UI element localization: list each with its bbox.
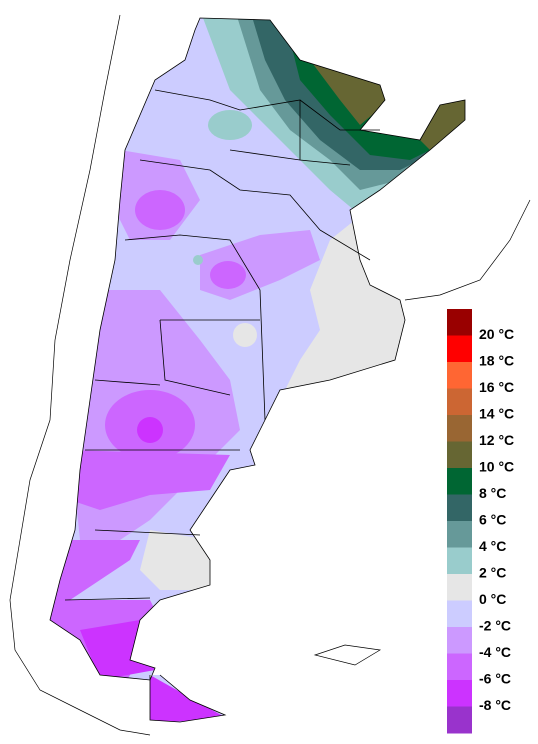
legend-label: 18 °C [479, 353, 514, 369]
legend-swatch [447, 335, 472, 363]
legend-swatch [447, 706, 472, 734]
legend-label: -2 °C [479, 618, 511, 634]
legend: 20 °C 18 °C 16 °C 14 °C 12 °C 10 °C 8 °C 6 °C 4 … [447, 309, 514, 734]
legend-swatch [447, 521, 472, 548]
coastline [9, 14, 531, 736]
borders [49, 17, 466, 723]
legend-swatch [447, 547, 472, 575]
legend-swatch [447, 494, 472, 522]
legend-swatch [447, 600, 472, 628]
legend-swatch [447, 362, 472, 389]
legend-swatch [447, 415, 472, 442]
legend-label: 4 °C [479, 538, 506, 554]
legend-swatch [447, 309, 472, 336]
legend-swatch [447, 653, 472, 681]
legend-swatch [447, 468, 472, 495]
legend-label: -8 °C [479, 697, 511, 713]
legend-label: 0 °C [479, 591, 506, 607]
legend-label: -4 °C [479, 644, 511, 660]
legend-label: 10 °C [479, 459, 514, 475]
legend-swatch [447, 441, 472, 469]
legend-swatch [447, 574, 472, 601]
legend-label: 6 °C [479, 512, 506, 528]
legend-swatch [447, 627, 472, 654]
legend-label: -6 °C [479, 671, 511, 687]
legend-label: 20 °C [479, 326, 514, 342]
legend-label: 14 °C [479, 406, 514, 422]
legend-label: 8 °C [479, 485, 506, 501]
legend-label: 12 °C [479, 432, 514, 448]
legend-label: 2 °C [479, 565, 506, 581]
legend-label: 16 °C [479, 379, 514, 395]
legend-swatch [447, 680, 472, 707]
legend-swatch [447, 388, 472, 416]
